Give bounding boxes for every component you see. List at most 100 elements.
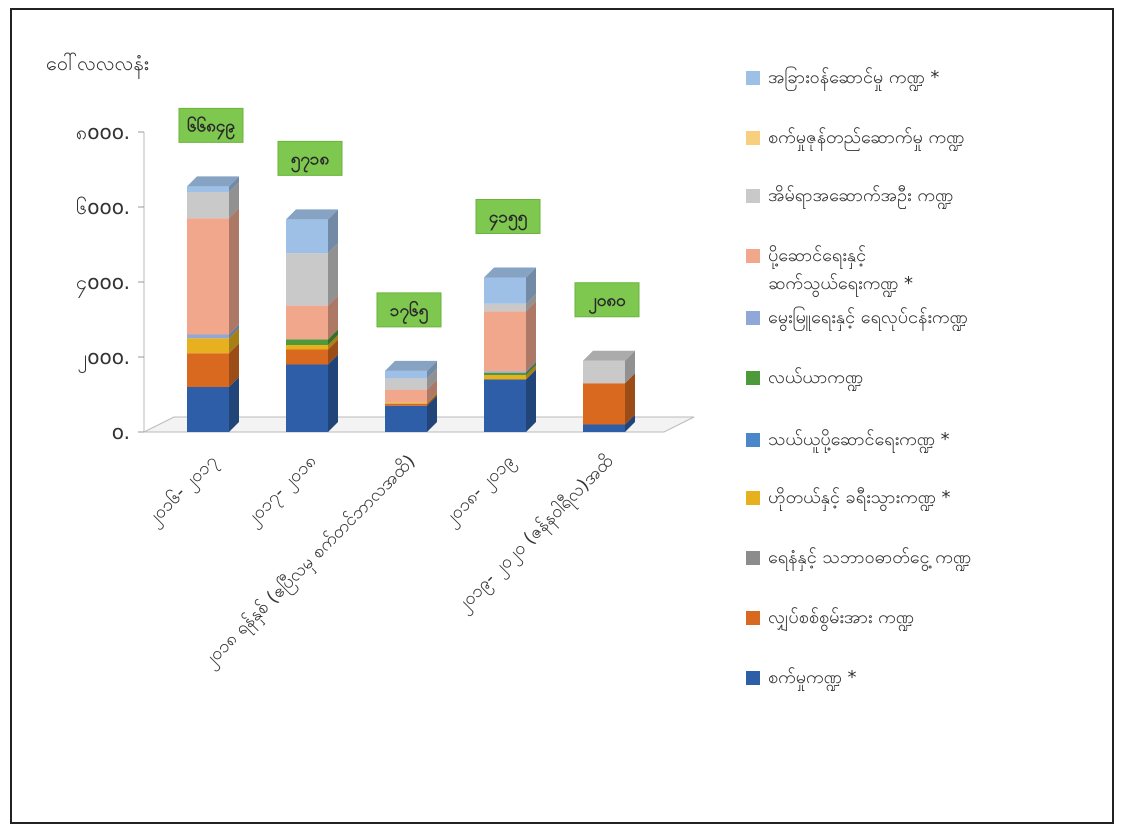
bar-segment — [484, 311, 526, 372]
bar-segment-side — [526, 369, 536, 432]
category-label: ၂၀၁၆- ၂၀၁၇ — [143, 451, 224, 532]
bar-segment-side — [229, 328, 239, 354]
bar-segment-side — [328, 329, 338, 345]
bar-segment — [583, 360, 625, 384]
bar-segment — [286, 219, 328, 254]
bar-segment — [385, 370, 427, 379]
legend-item: လျှပ်စစ်စွမ်းအား ကဏ္ဍ — [746, 604, 914, 632]
legend-label: လယ်ယာကဏ္ဍ — [768, 367, 863, 388]
category-label: ၂၀၁၈- ၂၀၁၉ — [439, 451, 520, 532]
bar-segment-side — [229, 343, 239, 387]
bar-segment-side — [328, 354, 338, 432]
bar-segment-side — [328, 295, 338, 340]
bar-segment — [286, 364, 328, 432]
legend-swatch — [746, 371, 760, 385]
bar-segment — [187, 186, 229, 192]
bar-segment — [187, 338, 229, 354]
bar-segment — [286, 345, 328, 350]
bar-segment — [286, 339, 328, 345]
bar-segment — [583, 424, 625, 432]
bar-segment-side — [328, 209, 338, 254]
total-label-box — [376, 292, 442, 328]
legend-item: ရေနံနှင့် သဘာဝဓာတ်ငွေ့ ကဏ္ဍ — [746, 544, 971, 572]
bar-segment-side — [526, 267, 536, 304]
bar-segment — [385, 378, 427, 390]
category-label: ၂၀၁၈ ရန်နှစ် (ဧပြီလမှ စက်တင်ဘာလအထိ) — [199, 451, 422, 674]
bar-top-face — [385, 360, 437, 371]
bar-segment — [484, 375, 526, 380]
bar-segment-side — [328, 335, 338, 350]
legend-swatch — [746, 671, 760, 685]
bar-segment-side — [526, 293, 536, 312]
bar-segment-side — [427, 368, 437, 390]
legend-item: လယ်ယာကဏ္ဍ — [746, 364, 863, 392]
bar-top-face — [286, 209, 338, 220]
bar-segment — [286, 253, 328, 306]
bar-segment-side — [625, 350, 635, 384]
bar-segment-side — [427, 392, 437, 404]
y-tick-label: ၈ooo. — [76, 120, 130, 144]
legend-item: သယ်ယူပို့ဆောင်ရေးကဏ္ဍ * — [746, 426, 950, 454]
bar-segment — [484, 379, 526, 432]
bar-segment-side — [625, 414, 635, 432]
legend-item: စက်မှုကဏ္ဍ * — [746, 664, 857, 692]
legend-swatch — [746, 311, 760, 325]
bar-segment — [583, 383, 625, 425]
legend-label: မွေးမြူရေးနှင့် ရေလုပ်ငန်းကဏ္ဍ — [768, 307, 968, 328]
bar-segment-side — [229, 324, 239, 339]
bar-segment — [187, 192, 229, 219]
bar-segment-side — [229, 176, 239, 192]
bar-segment — [385, 403, 427, 406]
bar-segment — [484, 372, 526, 375]
bar-segment — [187, 334, 229, 339]
bar-segment-side — [526, 301, 536, 372]
legend-label: အိမ်ရာအဆောက်အဦး ကဏ္ဍ — [768, 185, 954, 206]
bar-segment-side — [229, 182, 239, 219]
bar-segment — [286, 305, 328, 340]
legend-item: ပို့ဆောင်ရေးနှင့် ဆက်သွယ်ရေးကဏ္ဍ * — [746, 242, 913, 298]
legend-label: ရေနံနှင့် သဘာဝဓာတ်ငွေ့ ကဏ္ဍ — [768, 547, 971, 568]
bar-top-face — [484, 267, 536, 278]
legend-item: အိမ်ရာအဆောက်အဦး ကဏ္ဍ — [746, 182, 953, 210]
legend-swatch — [746, 491, 760, 505]
legend-swatch — [746, 433, 760, 447]
chart-frame: ဝေါ်လလလနံး o. ၂ooo. ၄ooo. ၆ooo. ၈ooo. ၆၆၈၄၉ ၂၀… — [10, 8, 1114, 824]
bar-segment — [187, 218, 229, 335]
bar-segment — [286, 349, 328, 365]
total-label: ၆၆၈၄၉ — [187, 114, 235, 140]
y-tick-label: o. — [112, 420, 130, 444]
legend-swatch — [746, 551, 760, 565]
legend-label: လျှပ်စစ်စွမ်းအား ကဏ္ဍ — [768, 607, 914, 628]
bar-segment — [484, 303, 526, 312]
bar-segment-side — [625, 373, 635, 425]
bar-segment-side — [526, 361, 536, 373]
y-axis-label: ဝေါ်လလလနံး — [46, 51, 149, 75]
bar-segment-side — [328, 243, 338, 306]
total-label-box — [574, 282, 640, 318]
bar-segment — [484, 277, 526, 304]
bar-segment — [187, 353, 229, 387]
bar-segment — [484, 371, 526, 373]
bar-segment-side — [526, 365, 536, 380]
legend-label: ဟိုတယ်နှင့် ခရီးသွားကဏ္ဍ * — [768, 487, 951, 508]
bar-segment-side — [229, 377, 239, 432]
legend-label: ပို့ဆောင်ရေးနှင့် ဆက်သွယ်ရေးကဏ္ဍ * — [768, 245, 914, 294]
bar-segment-side — [427, 379, 437, 403]
legend-item: ဟိုတယ်နှင့် ခရီးသွားကဏ္ဍ * — [746, 484, 951, 512]
category-label: ၂၀၁၇- ၂၀၁၈ — [241, 451, 322, 532]
bar-segment-side — [229, 208, 239, 335]
y-tick-label: ၂ooo. — [77, 345, 130, 373]
legend-label: အခြားဝန်ဆောင်မှု ကဏ္ဍ * — [768, 67, 940, 88]
legend-item: မွေးမြူရေးနှင့် ရေလုပ်ငန်းကဏ္ဍ — [746, 304, 968, 332]
bar-segment — [187, 387, 229, 432]
total-label-box — [277, 140, 343, 176]
bar-segment-side — [427, 393, 437, 406]
legend-swatch — [746, 611, 760, 625]
legend-swatch — [746, 249, 760, 263]
bar-segment — [385, 389, 427, 403]
bar-segment — [385, 402, 427, 404]
bar-segment-side — [427, 395, 437, 432]
legend-label: စက်မှုဇုန်တည်ဆောက်မှု ကဏ္ဍ — [768, 127, 965, 148]
legend-swatch — [746, 131, 760, 145]
bar-segment-side — [526, 362, 536, 375]
